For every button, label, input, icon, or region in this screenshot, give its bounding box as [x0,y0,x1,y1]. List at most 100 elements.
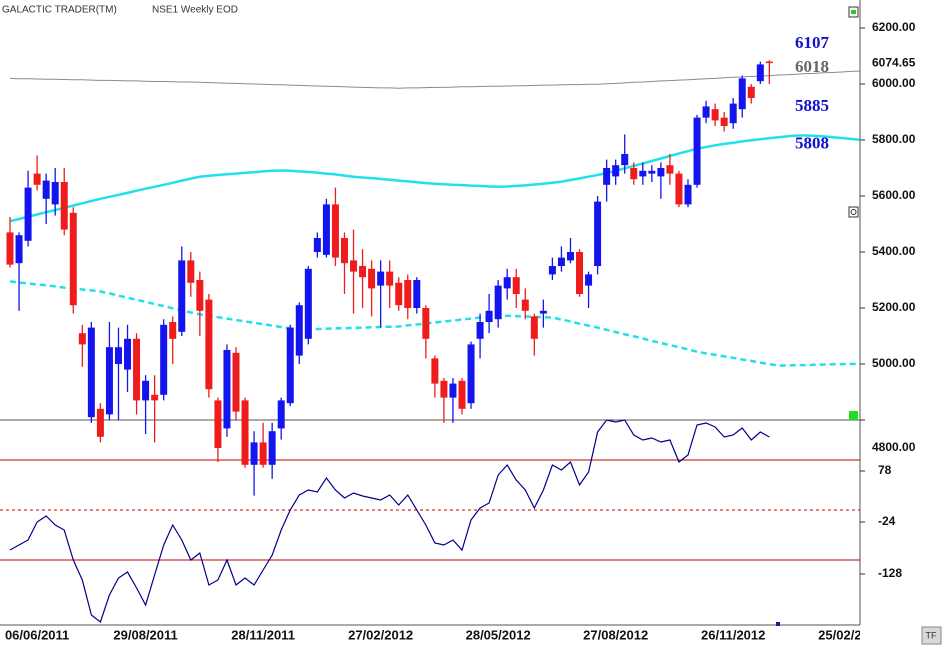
cycle-line [9,280,860,367]
candle-body [440,380,448,398]
candle-body [331,204,339,258]
candle-body [576,252,584,294]
x-axis-labels: 06/06/2011 29/08/2011 28/11/2011 27/02/2012… [5,627,883,642]
candle-body [404,280,412,308]
candle-body [133,338,141,401]
candle-body [476,322,484,339]
y-tick-label: 5200.00 [872,300,916,314]
candle-body [250,442,258,465]
candle-body [458,380,466,409]
candle-body [557,257,565,266]
candle-body [693,117,701,185]
candle-body [340,238,348,264]
chart-title: GALACTIC TRADER(TM) [2,5,117,16]
candle-body [359,266,367,278]
candle-body [494,285,502,320]
panel-marker[interactable] [849,411,858,420]
candle-body [612,165,620,177]
candle-body [142,380,150,401]
candle-body [214,400,222,448]
candle-body [178,260,186,332]
y-tick-label: 5000.00 [872,356,916,370]
last-price-label: 6074.65 [872,55,916,69]
candle-body [33,173,41,185]
x-tick-label: 06/06/2011 [5,627,69,642]
center-icon [850,209,857,215]
candle-body [42,180,50,199]
level-annotation: 5885 [795,96,829,115]
chart-subtitle: NSE1 Weekly EOD [152,5,238,16]
oscillator-line [9,419,770,623]
center-button[interactable] [848,206,859,218]
plot: 4800.00 5000.00 5200.00 5400.00 5600.00 5800.… [0,20,916,642]
candle-body [702,106,710,118]
candle-body [648,170,656,174]
y-tick-label: 5400.00 [872,244,916,258]
candle-body [205,299,213,390]
candle-body [6,232,14,265]
candle-body [413,280,421,308]
candle-body [395,282,403,306]
candle-body [720,117,728,126]
osc-tick-label: 78 [878,463,892,477]
y-tick-label: 6000.00 [872,76,916,90]
level-annotation: 6018 [795,57,829,76]
candle-body [729,103,737,124]
candle-body [96,408,104,437]
candle-body [24,187,32,241]
x-tick-label: 25/02/2013 [818,627,883,642]
y-tick-label: 6200.00 [872,20,916,34]
level-annotation: 6107 [795,33,830,52]
candle-body [286,327,294,404]
osc-tick-label: -24 [878,514,896,528]
candle-body [60,182,68,230]
candle-body [124,338,132,370]
candle-body [232,352,240,412]
candle-body [223,350,231,429]
candle-body [738,78,746,110]
candle-body [313,238,321,252]
candle-body [621,154,629,166]
candle-body [485,310,493,322]
candle-body [241,400,249,465]
candle-body [196,280,204,311]
y-tick-label: 5800.00 [872,132,916,146]
candle-body [630,168,638,180]
candle-body [350,260,358,272]
candle-body [449,383,457,398]
candle-body [512,277,520,294]
candle-body [322,204,330,255]
candle-body [603,168,611,185]
candle-body [15,235,23,264]
candle-body [87,327,95,418]
candle-body [187,260,195,283]
candle-body [377,271,385,286]
candle-body [539,310,547,314]
candle-body [268,431,276,465]
tf-button-label: TF [926,630,937,640]
candle-body [51,182,59,205]
candle-body [666,165,674,174]
cursor-marker [776,622,780,626]
candle-body [639,170,647,177]
candle-body [756,64,764,82]
candle-body [386,271,394,286]
candle-body [295,305,303,356]
candle-body [69,212,77,306]
x-tick-label: 26/11/2012 [701,627,765,642]
x-tick-label: 27/02/2012 [348,627,413,642]
x-tick-label: 28/05/2012 [466,627,531,642]
candle-body [521,299,529,311]
level-annotation: 5808 [795,134,829,153]
candle-body [114,347,122,364]
candle-body [78,333,86,345]
tf-button[interactable] [921,626,942,645]
candle-body [675,173,683,205]
candle-body [277,400,285,429]
candle-body [431,358,439,384]
candle-body [530,316,538,339]
x-tick-label: 27/08/2012 [583,627,648,642]
candle-body [548,266,556,275]
candle-body [304,268,312,339]
